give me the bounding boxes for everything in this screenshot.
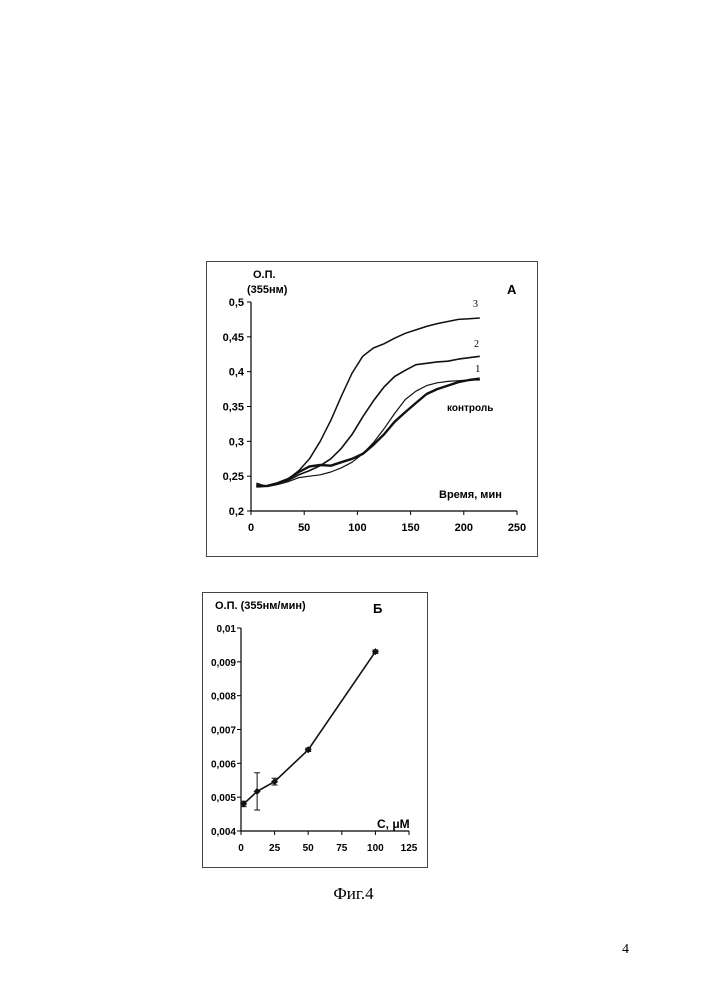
series-control-label: контроль [447,403,493,414]
chart-b: 0,004 0,005 0,006 0,007 0,008 0,009 0,01 0 25 50 7… [211,600,418,854]
series-line-2 [256,355,480,487]
y-tick-label: 0,45 [223,332,244,344]
data-point [271,778,279,786]
y-tick-label: 0,2 [229,506,244,518]
y-tick-label: 0,5 [229,297,244,309]
data-point [371,648,379,656]
y-tick-label: 0,007 [211,726,236,737]
y-tick-label: 0,004 [211,827,236,838]
figure-caption: Фиг.4 [333,884,374,903]
y-tick-label: 0,4 [229,367,245,379]
series-line-4 [256,377,480,488]
panel-label-b: Б [373,601,382,616]
chart-a-frame: 0,2 0,25 0,3 0,35 0,4 0,45 0,5 0 50 100 150 200 250 О… [206,261,538,557]
y-tick-label: 0,008 [211,692,236,703]
series-line-1 [256,317,480,487]
data-point [240,800,248,808]
x-tick-label: 0 [238,843,244,854]
x-tick-label: 200 [455,522,473,534]
chart-a: 0,2 0,25 0,3 0,35 0,4 0,45 0,5 0 50 100 150 200 250 О… [223,269,527,534]
x-tick-label: 50 [303,843,315,854]
data-point [253,787,261,795]
y-tick-label: 0,35 [223,402,244,414]
series-3-label: 3 [473,299,478,310]
series-line [243,651,377,805]
x-axis-label: Время, мин [439,489,502,501]
x-tick-label: 50 [298,522,310,534]
x-tick-label: 100 [348,522,366,534]
y-tick-label: 0,006 [211,759,236,770]
y-axis-label: О.П. [253,269,276,281]
series-2-label: 2 [474,339,479,350]
y-tick-label: 0,009 [211,658,236,669]
x-tick-label: 75 [336,843,348,854]
x-axis-label: С, μМ [377,817,410,831]
x-tick-label: 250 [508,522,526,534]
panel-label-a: А [507,282,517,297]
y-axis-unit-label: (355нм) [247,284,288,296]
y-tick-label: 0,3 [229,436,244,448]
page-number: 4 [622,942,629,957]
y-tick-label: 0,005 [211,793,236,804]
x-tick-label: 0 [248,522,254,534]
y-tick-label: 0,01 [217,624,237,635]
x-tick-label: 150 [401,522,419,534]
chart-b-frame: 0,004 0,005 0,006 0,007 0,008 0,009 0,01 0 25 50 7… [202,592,428,868]
x-tick-label: 125 [401,843,418,854]
series-1-label: 1 [475,363,481,375]
y-axis-label: О.П. (355нм/мин) [215,600,306,612]
series-line-3 [256,379,480,488]
data-point [304,746,312,754]
x-tick-label: 100 [367,843,384,854]
y-tick-label: 0,25 [223,471,244,483]
x-tick-label: 25 [269,843,281,854]
